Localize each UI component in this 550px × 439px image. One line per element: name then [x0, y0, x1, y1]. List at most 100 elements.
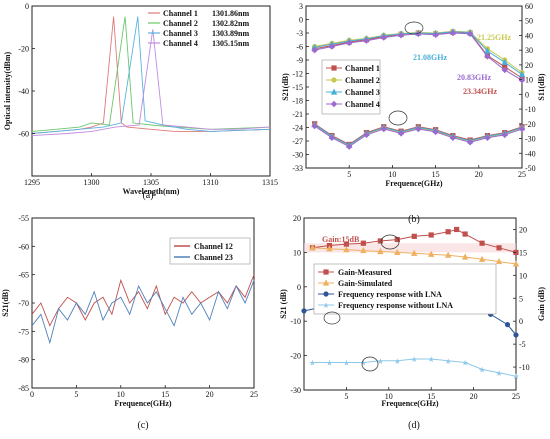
s11-point — [501, 131, 508, 139]
series-point — [309, 244, 316, 251]
panel-c-xtick-label: 20 — [206, 390, 214, 399]
panel-c-y-label: S21(dB) — [1, 289, 10, 317]
legend-label-1: Channel 1 — [163, 9, 198, 18]
series-point: ★ — [445, 357, 452, 366]
panel-a-ytick-label: -20 — [18, 45, 29, 54]
panel-b-right-ytick-label: 10 — [525, 76, 533, 85]
s11-point — [345, 143, 353, 150]
series-line-2 — [31, 16, 271, 132]
panel-d-y-label: S21 (dB) — [279, 289, 288, 319]
s11-point — [432, 128, 439, 136]
gain-band — [304, 243, 516, 253]
s21-point — [449, 29, 457, 37]
panel-d-ytick-label: -30 — [290, 386, 301, 395]
legend-swatch-marker-2 — [331, 77, 337, 83]
panel-b-y-label: S21(dB) — [281, 73, 290, 101]
legend-label-1: Gain-Measured — [338, 268, 392, 277]
panel-a-xtick-label: 1295 — [24, 178, 40, 187]
lna-curve-marker-ellipse — [323, 311, 341, 325]
panel-d-ytick-label: 20 — [293, 214, 301, 223]
panel-d-xtick-label: 5 — [344, 392, 348, 401]
cutoff-annotation-1: 21.25GHz — [477, 33, 511, 42]
panel-a-xtick-label: 1315 — [262, 178, 278, 187]
series-line-1 — [31, 274, 255, 327]
s11-point — [397, 130, 405, 137]
legend-label-2: Gain-Simulated — [338, 279, 393, 288]
s11-point — [363, 131, 370, 139]
panel-b-right-ytick-label: 60 — [525, 2, 533, 11]
panel-b-ytick-label: -24 — [292, 124, 303, 133]
legend-swatch-marker-3 — [330, 88, 338, 95]
panel-d: Gain:15dB ★ ★ ★ ★ ★ ★ ★ ★ ★ ★ ★ ★ ★ 5 10 15 20 25 20 10 0 -10 -… — [279, 214, 546, 431]
panel-d-ytick-label: 10 — [293, 248, 301, 257]
s21-point — [397, 32, 405, 39]
panel-b-right-ytick-label: -20 — [525, 120, 536, 129]
gain-annotation: Gain:15dB — [322, 235, 360, 244]
panel-a-ytick-label: -40 — [18, 87, 29, 96]
panel-c-xtick-label: 25 — [250, 390, 258, 399]
panel-d-right-ytick-label: 5 — [519, 294, 523, 303]
panel-d-xtick-label: 10 — [385, 392, 393, 401]
s21-curve-marker-ellipse — [404, 21, 424, 35]
panel-b-xtick-label: 20 — [475, 170, 483, 179]
s11-point — [311, 122, 318, 130]
series-point: ★ — [326, 358, 333, 367]
legend-swatch-marker-1 — [331, 65, 337, 71]
panel-b-ytick-label: -33 — [292, 164, 303, 173]
panel-d-ytick-label: 0 — [297, 283, 301, 292]
series-point — [326, 245, 333, 252]
s21-point — [328, 43, 336, 50]
series-line-4 — [31, 29, 271, 137]
series-point — [394, 236, 400, 243]
legend-swatch-marker-3 — [323, 291, 329, 297]
cutoff-annotation-3: 20.83GHz — [457, 73, 491, 82]
panel-d-caption: (d) — [408, 420, 420, 431]
panel-b-ytick-label: -15 — [292, 83, 303, 92]
panel-b-xtick-label: 25 — [518, 170, 526, 179]
panel-d-right-ytick-label: 10 — [519, 271, 527, 280]
panel-a: 1295 1300 1305 1310 1315 -60 -40 -20 0 Wavelength… — [3, 2, 278, 201]
panel-d-right-ytick-label: -10 — [519, 363, 530, 372]
legend-label-3: Channel 3 — [345, 88, 380, 97]
panel-d-right-ytick-label: 0 — [519, 317, 523, 326]
legend-label-2: Channel 23 — [194, 253, 233, 262]
s21-point — [466, 30, 474, 38]
s21-point — [415, 30, 422, 38]
panel-c-caption: (c) — [137, 420, 148, 431]
series-point: ★ — [309, 358, 316, 367]
panel-a-xtick-label: 1300 — [84, 178, 100, 187]
panel-a-xtick-label: 1310 — [203, 178, 219, 187]
s21-point — [432, 31, 439, 39]
panel-d-y2-label: Gain (dB) — [537, 287, 546, 321]
panel-d-xtick-label: 25 — [512, 392, 520, 401]
panel-b-right-ytick-label: -40 — [525, 149, 536, 158]
panel-c-ytick-label: -55 — [18, 214, 29, 223]
series-point: ★ — [495, 369, 502, 378]
legend-label-4: Frequency response without LNA — [338, 301, 453, 310]
series-point: ★ — [360, 358, 367, 367]
series-point: ★ — [377, 357, 384, 366]
series-point: ★ — [462, 358, 469, 367]
legend-peak-2: 1302.82nm — [212, 19, 249, 28]
panel-c-xtick-label: 10 — [117, 390, 125, 399]
panel-d-right-ytick-label: 15 — [519, 248, 527, 257]
panel-b-caption: (b) — [408, 214, 420, 225]
series-point: ★ — [512, 372, 519, 381]
panel-b-right-ytick-label: 50 — [525, 17, 533, 26]
series-point — [377, 247, 384, 255]
series-point: ★ — [428, 355, 435, 364]
panel-b-ytick-label: -12 — [292, 70, 303, 79]
legend-label-3: Frequency response with LNA — [338, 290, 442, 299]
panel-b-xtick-label: 5 — [347, 170, 351, 179]
no-lna-curve-marker-ellipse — [361, 356, 379, 372]
series-point — [301, 308, 307, 314]
panel-c-xtick-label: 15 — [161, 390, 169, 399]
panel-c-x-label: Frequence(GHz) — [114, 399, 172, 408]
panel-d-plot-frame — [303, 217, 517, 391]
legend-label-1: Channel 1 — [345, 64, 380, 73]
panel-b-right-ytick-label: -10 — [525, 105, 536, 114]
panel-c-xtick-label: 0 — [30, 390, 34, 399]
panel-b-ytick-label: 3 — [299, 2, 303, 11]
series-line-2 — [31, 280, 255, 345]
